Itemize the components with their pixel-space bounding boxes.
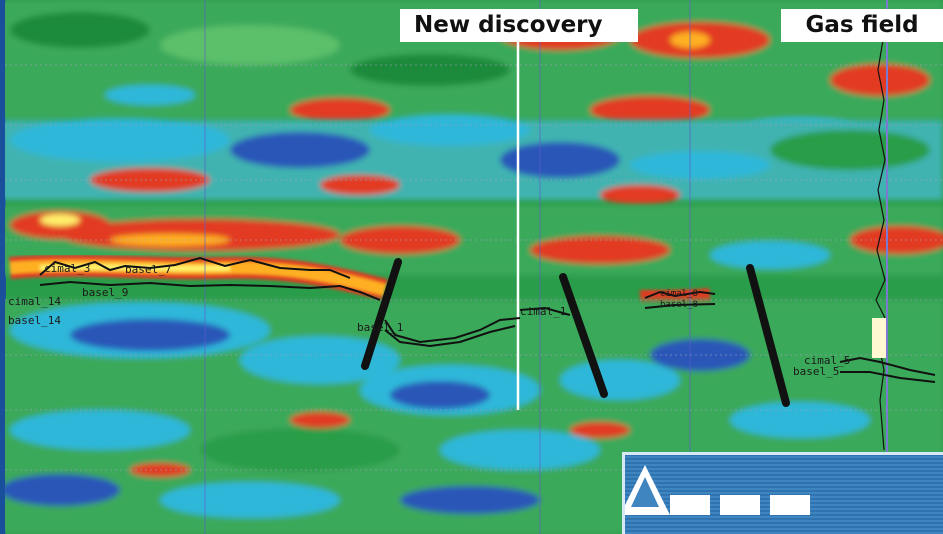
fault-lines	[361, 258, 790, 407]
horizon-label-cimal-8: cimal_8	[660, 289, 698, 299]
logo-panel	[622, 452, 943, 534]
fault-2	[559, 273, 608, 398]
company-logo-icon	[625, 465, 810, 515]
horizon-label-cimal-5: cimal_5	[804, 354, 851, 367]
horizon-label-basel-14: basel_14	[8, 314, 61, 327]
fault-3	[746, 264, 790, 407]
horizon-label-cimal-3: cimal_3	[44, 262, 91, 275]
horizon-label-basel-1: basel_1	[357, 321, 404, 334]
horizon-label-cimal-14: cimal_14	[8, 295, 61, 308]
horizon-label-basel-5: basel_5	[793, 365, 840, 378]
horizon-label-basel-8: basel_8	[660, 300, 698, 310]
gas-field-label: Gas field	[781, 9, 943, 42]
new-discovery-label: New discovery	[400, 9, 638, 42]
horizon-label-basel-9: basel_9	[82, 286, 129, 299]
horizon-label-basel-7: basel_7	[125, 263, 172, 276]
fault-1	[361, 258, 402, 370]
horizon-label-cimal-1: cimal_1	[520, 305, 567, 318]
